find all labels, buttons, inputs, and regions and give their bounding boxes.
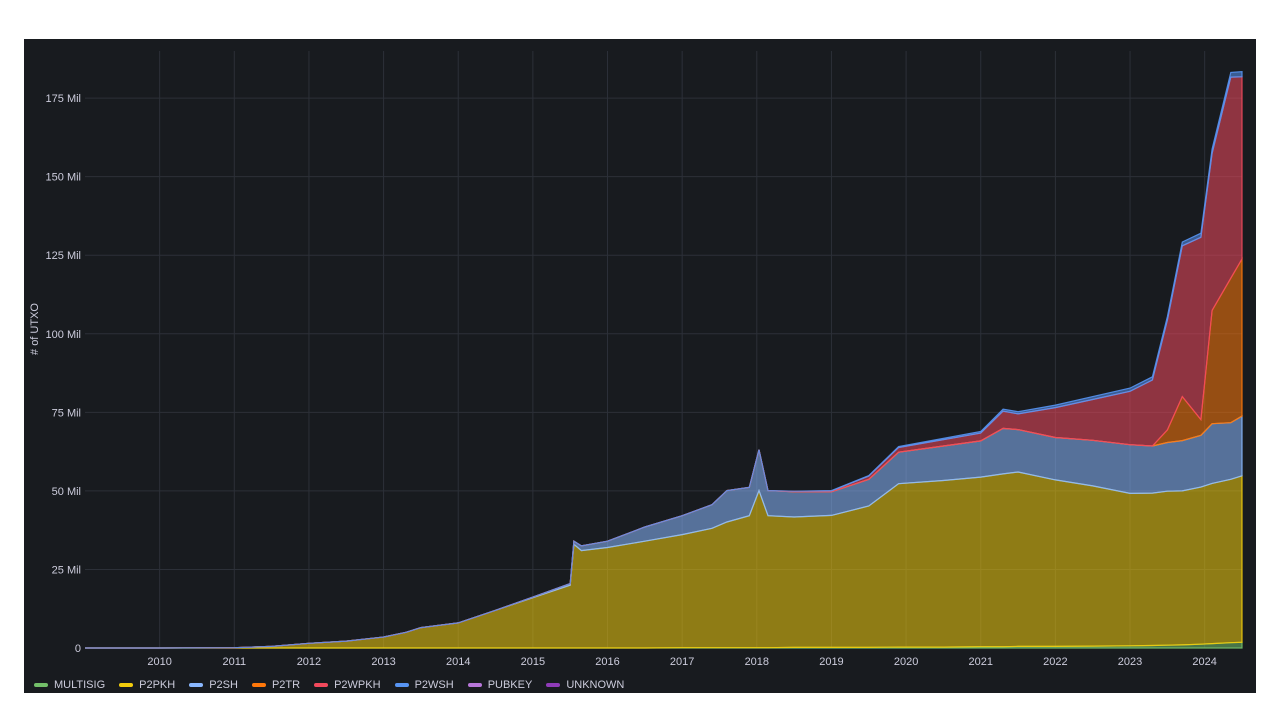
area-p2wsh [85,71,1243,649]
legend-item-p2wpkh[interactable]: P2WPKH [314,679,381,691]
y-tick-label: 0 [75,643,81,655]
legend-item-p2wsh[interactable]: P2WSH [394,679,454,691]
legend-label: P2SH [209,679,238,691]
y-tick-label: 25 Mil [52,564,81,576]
chart-legend: MULTISIG P2PKH P2SH P2TR P2WPKH P2WSH PUBKEY UN… [34,678,624,692]
x-tick-label: 2016 [595,656,619,668]
x-tick-label: 2019 [819,656,843,668]
legend-item-multisig[interactable]: MULTISIG [34,679,105,691]
x-tick-label: 2020 [894,656,918,668]
legend-label: P2TR [271,679,301,691]
x-tick-label: 2023 [1118,656,1142,668]
x-axis-ticks: 2010 2011 2012 2013 2014 2015 2016 2017 2018 2019… [147,656,1217,668]
legend-swatch [314,683,329,687]
y-axis-label: # of UTXO [29,303,41,355]
x-tick-label: 2012 [297,656,321,668]
legend-label: UNKNOWN [566,679,625,691]
legend-swatch [251,683,266,687]
x-tick-label: 2022 [1043,656,1067,668]
legend-label: PUBKEY [487,679,533,691]
x-tick-label: 2013 [371,656,395,668]
y-tick-label: 175 Mil [46,93,81,105]
x-tick-label: 2010 [147,656,171,668]
x-tick-label: 2014 [446,656,470,668]
x-tick-label: 2018 [745,656,769,668]
legend-swatch [467,683,482,687]
chart-panel: 0 25 Mil 50 Mil 75 Mil 100 Mil 125 Mil 150 Mil… [24,39,1256,693]
series-areas [85,71,1243,649]
legend-swatch [394,683,409,687]
area-p2pkh [85,471,1243,649]
legend-swatch [546,683,561,687]
legend-label: MULTISIG [54,679,106,691]
legend-item-p2pkh[interactable]: P2PKH [119,679,175,691]
legend-item-p2tr[interactable]: P2TR [251,679,301,691]
legend-swatch [34,683,48,687]
y-tick-label: 50 Mil [52,486,81,498]
legend-swatch [189,683,204,687]
y-tick-label: 125 Mil [46,250,81,262]
legend-item-p2sh[interactable]: P2SH [189,679,238,691]
legend-item-pubkey[interactable]: PUBKEY [467,679,533,691]
legend-label: P2WPKH [334,679,381,691]
legend-item-unknown[interactable]: UNKNOWN [546,679,624,691]
x-tick-label: 2017 [670,656,694,668]
y-tick-label: 100 Mil [46,329,81,341]
x-tick-label: 2015 [521,656,545,668]
x-tick-label: 2011 [222,656,246,668]
legend-swatch [119,683,134,687]
legend-label: P2WSH [414,679,454,691]
y-tick-label: 75 Mil [52,407,81,419]
x-tick-label: 2021 [968,656,992,668]
x-tick-label: 2024 [1192,656,1216,668]
y-tick-label: 150 Mil [46,172,81,184]
legend-label: P2PKH [139,679,176,691]
y-axis-ticks: 0 25 Mil 50 Mil 75 Mil 100 Mil 125 Mil 150 Mil… [46,93,81,655]
stacked-area-chart: 0 25 Mil 50 Mil 75 Mil 100 Mil 125 Mil 150 Mil… [29,51,1243,668]
